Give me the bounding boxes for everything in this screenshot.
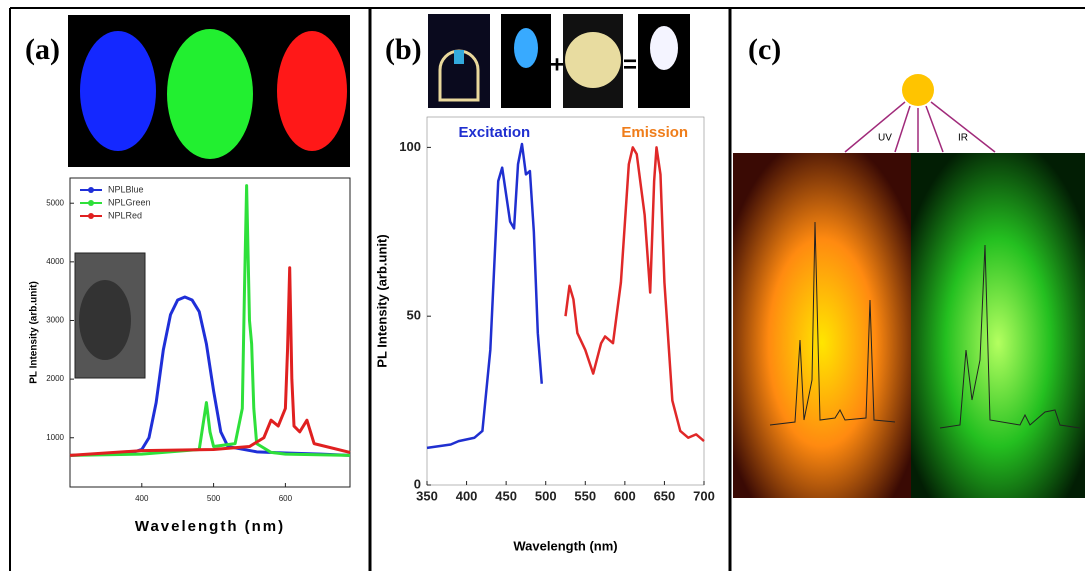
annotation: Emission [621, 124, 688, 141]
x-tick-label: 400 [135, 494, 149, 503]
led-icon [514, 28, 538, 68]
panel-label: (c) [748, 33, 781, 66]
led-icon [454, 50, 464, 64]
x-tick-label: 600 [614, 488, 636, 503]
emission-photo [733, 153, 911, 498]
blue-dot [80, 31, 156, 151]
y-tick-label: 1000 [46, 433, 64, 442]
annotation: Excitation [459, 124, 531, 141]
symbol: = [623, 51, 637, 78]
y-tick-label: 5000 [46, 198, 64, 207]
led-icon [650, 26, 678, 70]
x-axis-label: Wavelength (nm) [513, 538, 617, 553]
tem-inset [79, 280, 131, 360]
legend-label: NPLBlue [108, 184, 144, 194]
x-tick-label: 700 [693, 488, 715, 503]
y-tick-label: 50 [407, 308, 421, 323]
symbol: + [550, 51, 564, 78]
y-axis-label: PL Intensity (arb.unit) [374, 234, 389, 367]
x-tick-label: 450 [495, 488, 517, 503]
y-tick-label: 0 [414, 476, 421, 491]
green-dot [167, 29, 253, 159]
y-tick-label: 4000 [46, 257, 64, 266]
legend-label: NPLGreen [108, 197, 151, 207]
x-tick-label: 500 [207, 494, 221, 503]
legend-label: NPLRed [108, 210, 142, 220]
ray-label: UV [878, 133, 892, 144]
legend-swatch [88, 213, 94, 219]
y-axis-label: PL Intensity (arb.unit) [29, 281, 40, 384]
x-tick-label: 500 [535, 488, 557, 503]
figure: (a) (b) (c) + = UV IR 400500600100020003… [0, 0, 1085, 571]
y-tick-label: 2000 [46, 374, 64, 383]
y-tick-label: 100 [399, 139, 421, 154]
panel-label: (b) [385, 33, 422, 66]
legend-swatch [88, 200, 94, 206]
x-axis-label: Wavelength (nm) [135, 518, 285, 535]
x-tick-label: 600 [279, 494, 293, 503]
powder-icon [565, 32, 621, 88]
x-tick-label: 400 [456, 488, 478, 503]
ray-label: IR [958, 133, 968, 144]
sun [902, 74, 934, 106]
y-tick-label: 3000 [46, 316, 64, 325]
x-tick-label: 550 [574, 488, 596, 503]
series-line [566, 147, 705, 441]
series-line [427, 144, 542, 448]
legend-swatch [88, 187, 94, 193]
plot-frame [427, 117, 704, 485]
red-dot [277, 31, 347, 151]
rays [845, 102, 995, 152]
emission-photo [911, 153, 1085, 498]
panel-label: (a) [25, 33, 60, 66]
x-tick-label: 650 [654, 488, 676, 503]
